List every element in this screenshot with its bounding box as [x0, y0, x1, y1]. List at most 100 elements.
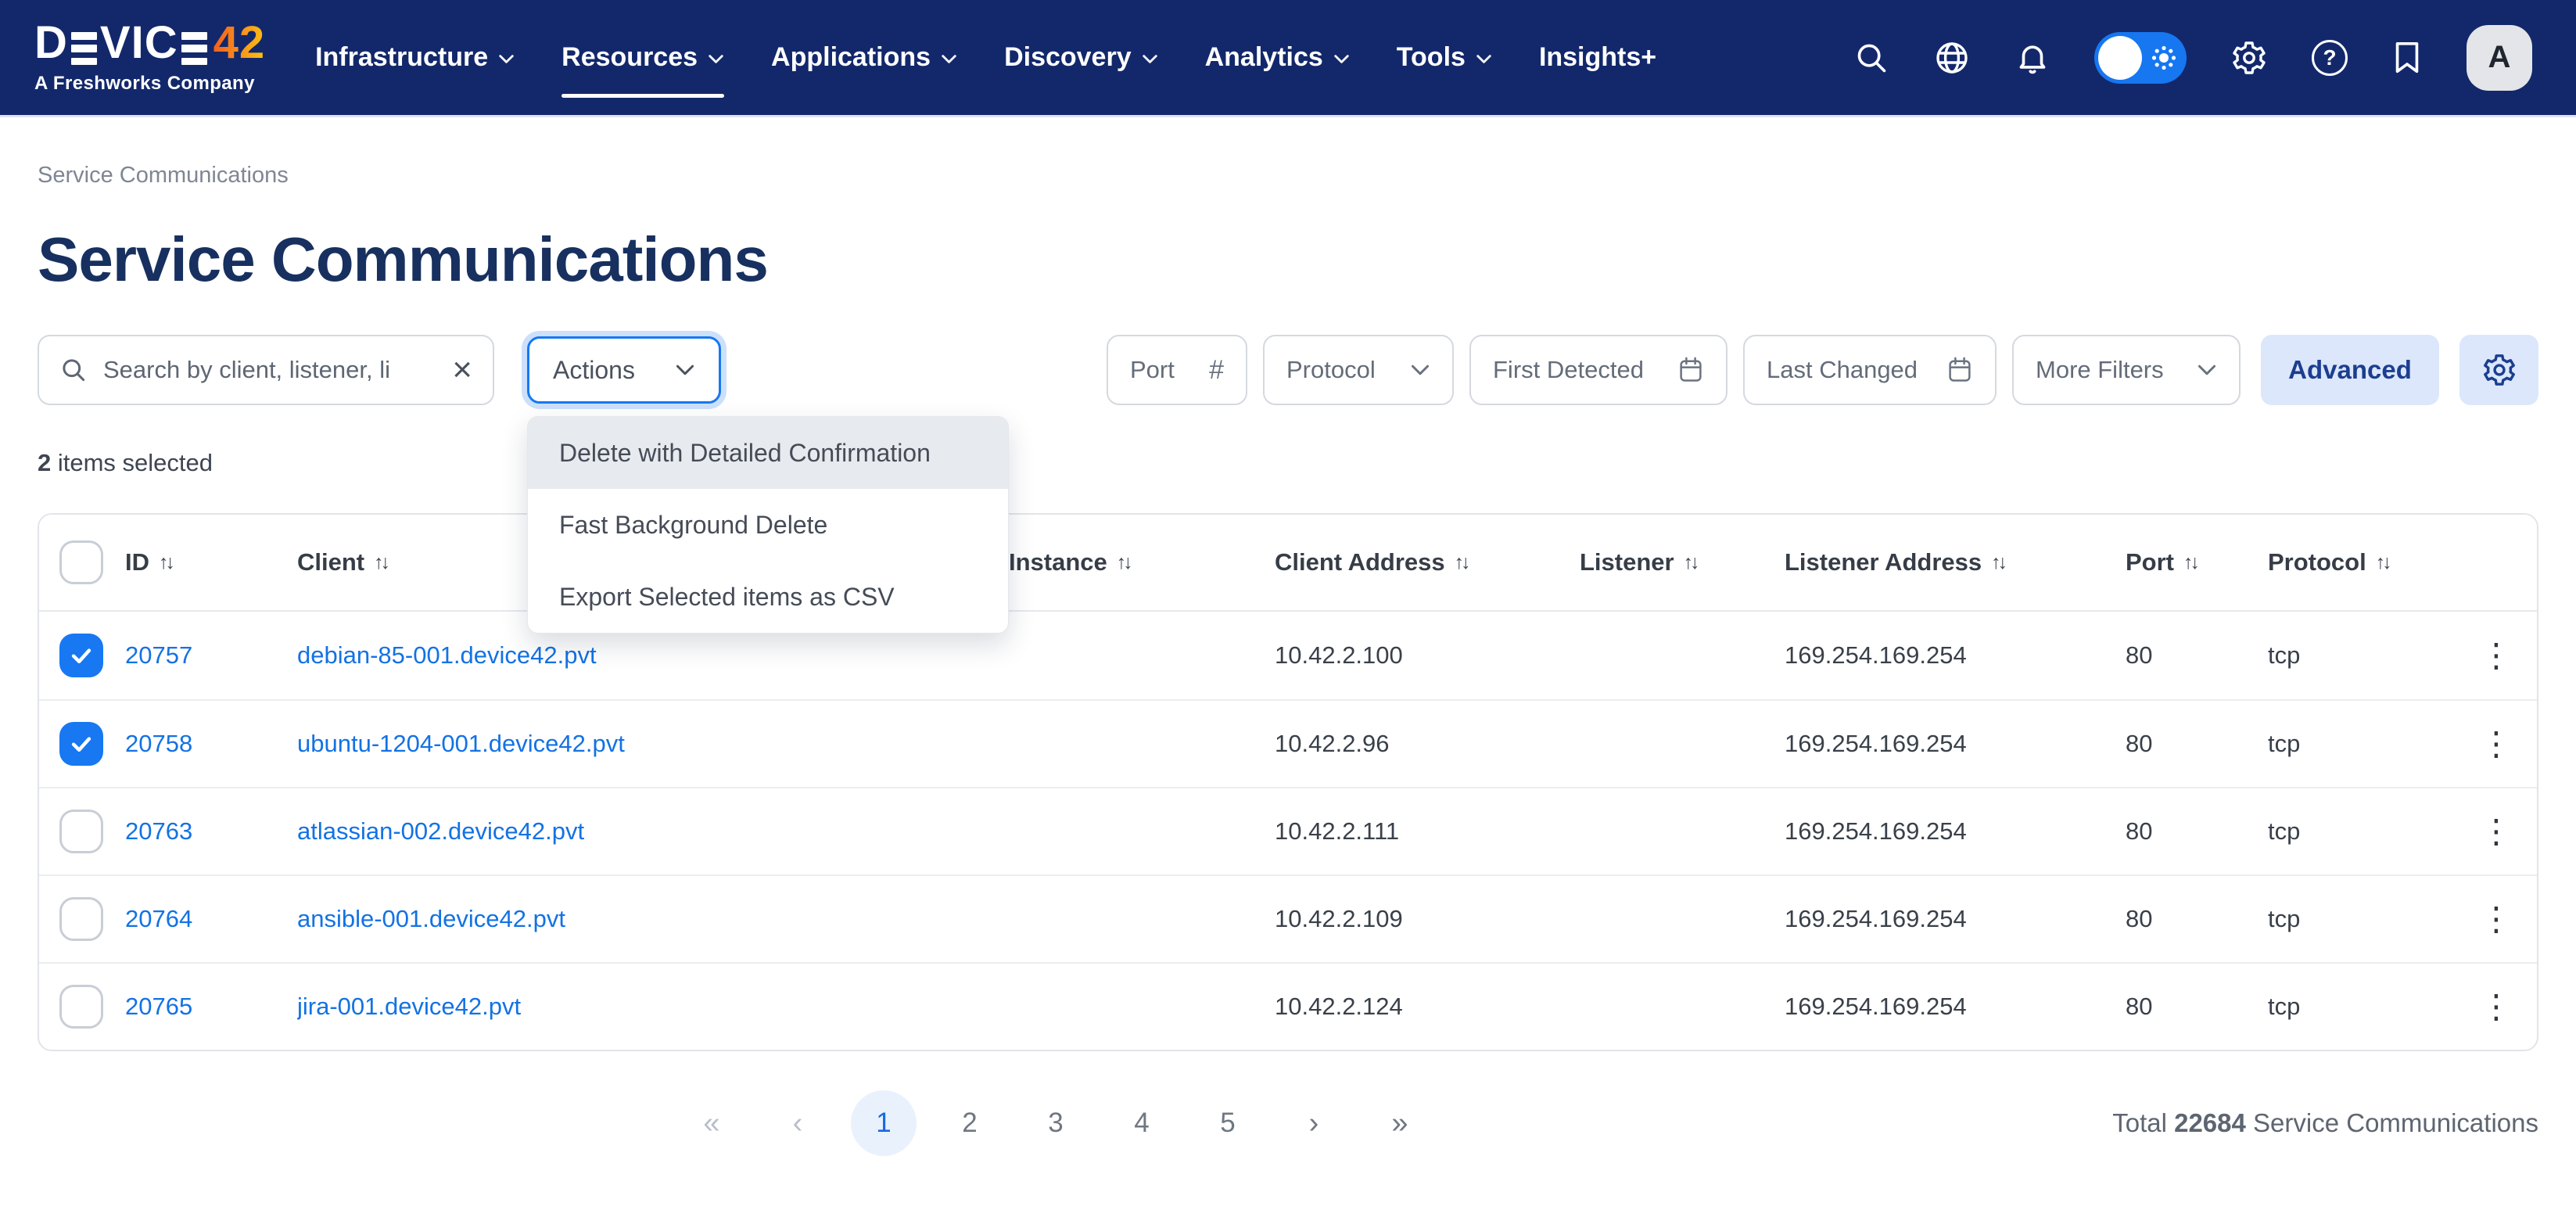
filter-group: Port # Protocol First Detected Last Chan… — [1107, 335, 2241, 405]
column-header-listener-address[interactable]: Listener Address ↑↓ — [1785, 548, 2126, 576]
actions-button[interactable]: Actions — [527, 336, 721, 404]
theme-toggle[interactable] — [2094, 32, 2187, 84]
row-client-address: 10.42.2.124 — [1275, 993, 1580, 1021]
row-id-link[interactable]: 20757 — [125, 641, 192, 670]
user-avatar[interactable]: A — [2467, 25, 2532, 91]
sort-icon: ↑↓ — [1455, 551, 1468, 574]
filter-more-filters[interactable]: More Filters — [2012, 335, 2241, 405]
calendar-icon — [1946, 356, 1973, 384]
help-icon[interactable]: ? — [2312, 40, 2348, 76]
table-settings-button[interactable] — [2459, 335, 2538, 405]
page-last[interactable]: » — [1367, 1090, 1433, 1156]
row-checkbox[interactable] — [59, 810, 103, 853]
row-client-link[interactable]: debian-85-001.device42.pvt — [297, 641, 597, 670]
calendar-icon — [1677, 356, 1704, 384]
row-checkbox[interactable] — [59, 722, 103, 766]
row-protocol: tcp — [2268, 905, 2456, 933]
nav-item-analytics[interactable]: Analytics — [1205, 34, 1350, 81]
row-id-link[interactable]: 20764 — [125, 905, 192, 933]
column-label: ID — [125, 548, 149, 576]
column-label: Client — [297, 548, 364, 576]
row-client-link[interactable]: atlassian-002.device42.pvt — [297, 817, 584, 846]
nav-item-discovery[interactable]: Discovery — [1004, 34, 1158, 81]
column-header-id[interactable]: ID ↑↓ — [125, 548, 297, 576]
column-label: Client Address — [1275, 548, 1445, 576]
nav-item-resources[interactable]: Resources — [561, 34, 724, 81]
chevron-down-icon — [708, 54, 724, 64]
column-header-instance[interactable]: Instance ↑↓ — [1009, 548, 1275, 576]
row-actions-kebab-icon[interactable]: ⋮ — [2480, 903, 2513, 935]
nav-item-infrastructure[interactable]: Infrastructure — [315, 34, 515, 81]
nav-item-tools[interactable]: Tools — [1397, 34, 1492, 81]
column-label: Instance — [1009, 548, 1107, 576]
chevron-down-icon — [1476, 54, 1492, 64]
filter-first-detected[interactable]: First Detected — [1469, 335, 1727, 405]
filter-protocol[interactable]: Protocol — [1263, 335, 1454, 405]
nav-item-label: Analytics — [1205, 42, 1323, 73]
row-listener-address: 169.254.169.254 — [1785, 993, 2126, 1021]
row-client-link[interactable]: ansible-001.device42.pvt — [297, 905, 565, 933]
row-port: 80 — [2126, 905, 2268, 933]
row-actions-kebab-icon[interactable]: ⋮ — [2480, 639, 2513, 672]
row-actions-kebab-icon[interactable]: ⋮ — [2480, 815, 2513, 848]
nav-item-label: Infrastructure — [315, 42, 488, 73]
chevron-down-icon — [1333, 54, 1350, 64]
row-checkbox[interactable] — [59, 985, 103, 1029]
row-protocol: tcp — [2268, 730, 2456, 758]
row-client-link[interactable]: jira-001.device42.pvt — [297, 993, 521, 1021]
filter-label: Port — [1130, 356, 1175, 384]
nav-item-insights[interactable]: Insights+ — [1539, 34, 1656, 81]
advanced-button[interactable]: Advanced — [2261, 335, 2439, 405]
menu-item-fast-background-delete[interactable]: Fast Background Delete — [528, 489, 1008, 561]
nav-item-applications[interactable]: Applications — [771, 34, 957, 81]
row-id-link[interactable]: 20758 — [125, 730, 192, 758]
bell-icon[interactable] — [2015, 40, 2050, 76]
row-client-link[interactable]: ubuntu-1204-001.device42.pvt — [297, 730, 625, 758]
bookmark-icon[interactable] — [2391, 40, 2423, 76]
row-protocol: tcp — [2268, 641, 2456, 670]
page-5[interactable]: 5 — [1195, 1090, 1261, 1156]
device42-logo[interactable]: D VIC 42 A Freshworks Company — [34, 20, 265, 95]
page-4[interactable]: 4 — [1109, 1090, 1175, 1156]
table-row: 20765 jira-001.device42.pvt 10.42.2.124 … — [39, 962, 2537, 1050]
page-2[interactable]: 2 — [937, 1090, 1003, 1156]
row-port: 80 — [2126, 993, 2268, 1021]
select-all-checkbox[interactable] — [59, 540, 103, 584]
breadcrumb[interactable]: Service Communications — [38, 163, 2538, 189]
chevron-down-icon — [941, 54, 957, 64]
pagination: «‹12345›» — [679, 1090, 1433, 1156]
table-row: 20758 ubuntu-1204-001.device42.pvt 10.42… — [39, 699, 2537, 787]
column-header-port[interactable]: Port ↑↓ — [2126, 548, 2268, 576]
column-header-listener[interactable]: Listener ↑↓ — [1580, 548, 1785, 576]
row-port: 80 — [2126, 641, 2268, 670]
clear-search-icon[interactable]: × — [452, 353, 472, 387]
row-port: 80 — [2126, 730, 2268, 758]
table-body: 20757 debian-85-001.device42.pvt 10.42.2… — [39, 612, 2537, 1050]
menu-item-delete-with-detailed-confirmation[interactable]: Delete with Detailed Confirmation — [528, 417, 1008, 489]
column-header-client-address[interactable]: Client Address ↑↓ — [1275, 548, 1580, 576]
table-row: 20764 ansible-001.device42.pvt 10.42.2.1… — [39, 874, 2537, 962]
filter-port[interactable]: Port # — [1107, 335, 1247, 405]
row-port: 80 — [2126, 817, 2268, 846]
row-actions-kebab-icon[interactable]: ⋮ — [2480, 990, 2513, 1023]
search-icon — [59, 356, 88, 384]
menu-item-export-selected-items-as-csv[interactable]: Export Selected items as CSV — [528, 561, 1008, 633]
page-next[interactable]: › — [1281, 1090, 1347, 1156]
filter-last-changed[interactable]: Last Changed — [1743, 335, 1997, 405]
toggle-knob — [2098, 36, 2142, 80]
row-actions-kebab-icon[interactable]: ⋮ — [2480, 727, 2513, 760]
page-prev: ‹ — [765, 1090, 831, 1156]
row-checkbox[interactable] — [59, 897, 103, 941]
column-header-protocol[interactable]: Protocol ↑↓ — [2268, 548, 2456, 576]
column-label: Protocol — [2268, 548, 2366, 576]
row-checkbox[interactable] — [59, 634, 103, 677]
total-count: Total 22684 Service Communications — [2112, 1108, 2538, 1138]
page-3[interactable]: 3 — [1023, 1090, 1089, 1156]
row-id-link[interactable]: 20763 — [125, 817, 192, 846]
page-1[interactable]: 1 — [851, 1090, 917, 1156]
search-input[interactable] — [103, 356, 436, 384]
row-id-link[interactable]: 20765 — [125, 993, 192, 1021]
gear-icon[interactable] — [2230, 39, 2268, 77]
globe-icon[interactable] — [1933, 39, 1971, 77]
search-icon[interactable] — [1853, 40, 1889, 76]
